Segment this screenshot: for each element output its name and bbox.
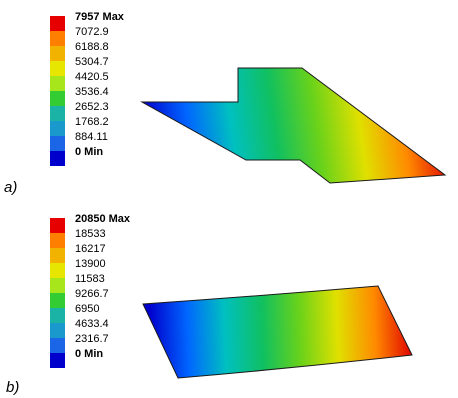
legend-swatch [50,248,65,263]
legend-label: 11583 [75,273,105,285]
legend-label: 5304.7 [75,56,109,68]
legend-swatch [50,136,65,151]
legend-label: 6950 [75,303,99,315]
legend-swatch [50,278,65,293]
legend-label: 7072.9 [75,26,109,38]
legend-swatch [50,308,65,323]
legend-swatch [50,263,65,278]
legend-b: 20850 Max 18533 16217 13900 11583 9266.7 6950 4… [50,213,131,368]
legend-label: 0 Min [75,146,103,158]
legend-a: 7957 Max 7072.9 6188.8 5304.7 4420.5 3536.4 26… [50,11,125,166]
legend-swatch [50,121,65,136]
legend-label: 18533 [75,228,106,240]
legend-swatch [50,338,65,353]
legend-swatch [50,218,65,233]
legend-label: 13900 [75,258,106,270]
legend-swatch [50,106,65,121]
plate-b-contour [142,285,413,379]
legend-label: 16217 [75,243,106,255]
legend-label: 9266.7 [75,288,109,300]
panel-a: 7957 Max 7072.9 6188.8 5304.7 4420.5 3536.4 26… [4,11,447,196]
legend-swatch [50,16,65,31]
legend-label: 4633.4 [75,318,109,330]
legend-label: 20850 Max [75,213,131,225]
legend-label: 2316.7 [75,333,109,345]
legend-label: 0 Min [75,348,103,360]
legend-swatch [50,46,65,61]
legend-swatch [50,76,65,91]
legend-label: 2652.3 [75,101,109,113]
legend-swatch [50,91,65,106]
panel-b: 20850 Max 18533 16217 13900 11583 9266.7 6950 4… [6,213,413,396]
panel-a-tag: a) [4,179,17,196]
legend-swatch [50,31,65,46]
legend-label: 3536.4 [75,86,109,98]
panel-b-tag: b) [6,379,19,396]
legend-label: 1768.2 [75,116,109,128]
legend-swatch [50,61,65,76]
legend-label: 6188.8 [75,41,109,53]
legend-label: 4420.5 [75,71,109,83]
legend-swatch [50,151,65,166]
legend-swatch [50,293,65,308]
legend-swatch [50,323,65,338]
legend-swatch [50,353,65,368]
legend-label: 884.11 [75,131,108,143]
legend-swatch [50,233,65,248]
legend-label: 7957 Max [75,11,125,23]
plate-a-contour [140,67,447,184]
